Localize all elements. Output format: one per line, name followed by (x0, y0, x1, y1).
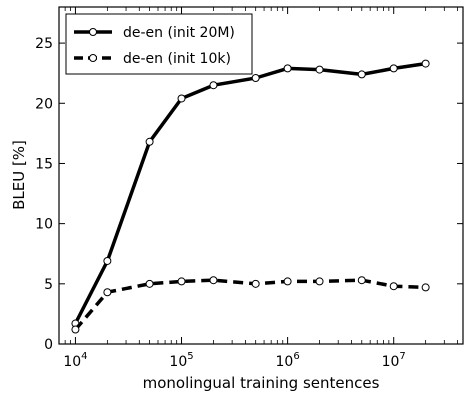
legend-label-dashed: de-en (init 10k) (123, 51, 231, 67)
x-tick-exponent: 6 (293, 351, 299, 362)
y-tick-label: 25 (35, 36, 53, 52)
y-axis-label: BLEU [%] (10, 140, 28, 210)
y-tick-label: 0 (44, 337, 53, 353)
x-tick-label: 104 (63, 351, 87, 370)
y-tick-label: 10 (35, 217, 53, 233)
data-point (71, 325, 80, 334)
data-point (103, 288, 112, 297)
x-tick-base: 10 (382, 354, 400, 370)
plot-frame (58, 6, 464, 345)
data-point (251, 279, 260, 288)
legend: de-en (init 20M) de-en (init 10k) (65, 13, 253, 75)
data-point (145, 137, 154, 146)
x-tick-exponent: 4 (81, 351, 87, 362)
legend-box (65, 13, 253, 75)
data-point (145, 279, 154, 288)
data-point (389, 282, 398, 291)
data-point (315, 277, 324, 286)
data-point (103, 256, 112, 265)
series-layer (71, 59, 430, 334)
x-tick-base: 10 (276, 354, 294, 370)
data-point (315, 65, 324, 74)
x-tick-base: 10 (63, 354, 81, 370)
data-point (357, 70, 366, 79)
y-tick-label: 20 (35, 96, 53, 112)
x-tick-exponent: 7 (399, 351, 405, 362)
legend-marker-dashed (89, 54, 97, 62)
x-tick-exponent: 5 (187, 351, 193, 362)
data-point (209, 276, 218, 285)
data-point (177, 94, 186, 103)
x-axis-label: monolingual training sentences (143, 374, 380, 392)
data-point (421, 283, 430, 292)
x-tick-label: 105 (169, 351, 193, 370)
series-line-init-10k (74, 278, 426, 331)
data-point (283, 64, 292, 73)
data-point (209, 81, 218, 90)
data-point (389, 64, 398, 73)
y-tick-label: 15 (35, 156, 53, 172)
data-point (421, 59, 430, 68)
data-point (283, 277, 292, 286)
y-tick-label: 5 (44, 277, 53, 293)
x-tick-base: 10 (169, 354, 187, 370)
legend-marker-solid (89, 28, 97, 36)
legend-label-solid: de-en (init 20M) (123, 25, 235, 41)
data-point (251, 74, 260, 83)
x-tick-label: 106 (276, 351, 300, 370)
x-tick-label: 107 (382, 351, 406, 370)
data-point (177, 277, 186, 286)
data-point (357, 276, 366, 285)
